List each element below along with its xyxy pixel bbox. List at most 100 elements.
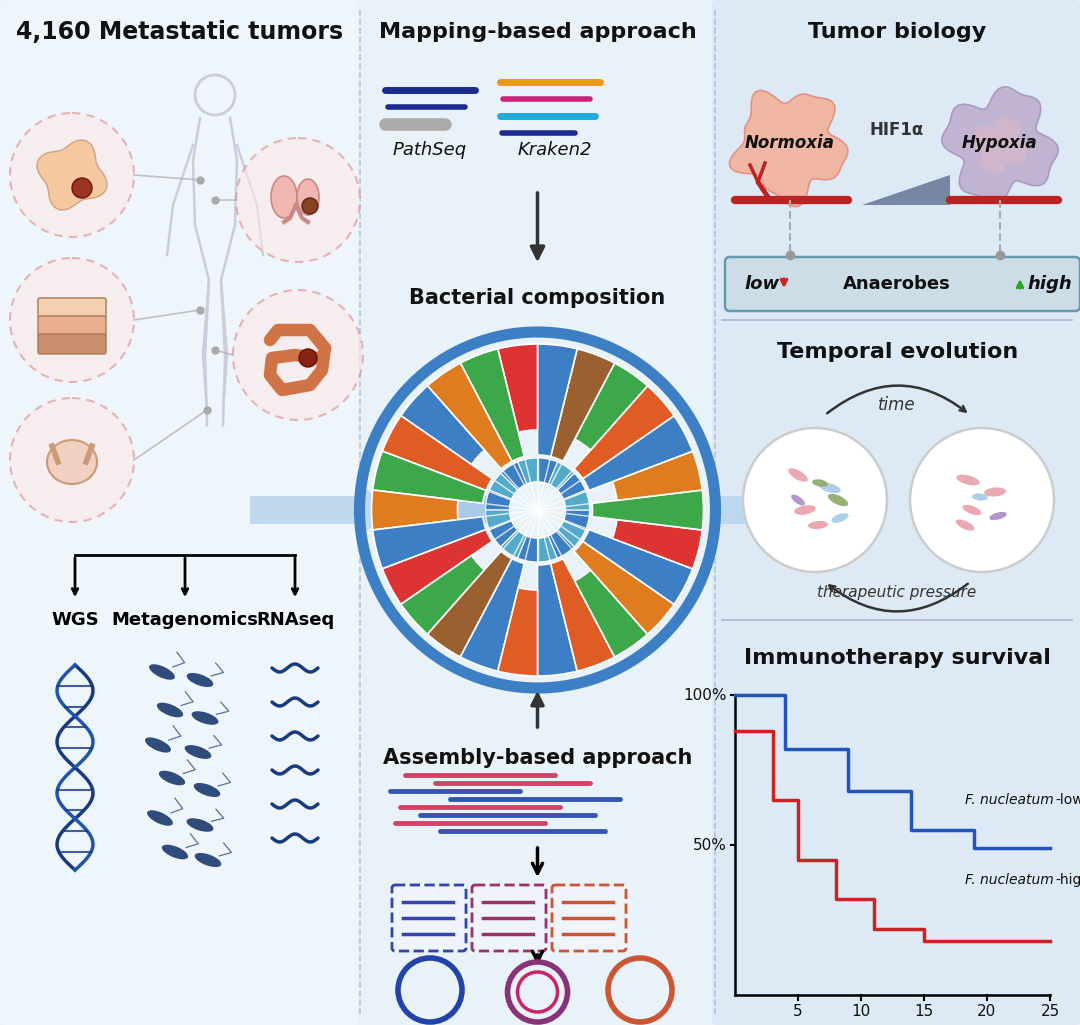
Ellipse shape: [271, 176, 297, 218]
Circle shape: [510, 482, 566, 538]
Wedge shape: [401, 556, 485, 634]
Wedge shape: [501, 462, 527, 490]
Ellipse shape: [956, 520, 974, 531]
Text: Immunotherapy survival: Immunotherapy survival: [744, 648, 1051, 668]
Ellipse shape: [193, 783, 220, 797]
Circle shape: [10, 258, 134, 382]
Circle shape: [237, 138, 360, 262]
Text: HIF1α: HIF1α: [869, 121, 924, 139]
Text: low: low: [744, 275, 780, 293]
Wedge shape: [551, 348, 615, 461]
Text: -high: -high: [1055, 873, 1080, 887]
Text: 25: 25: [1040, 1003, 1059, 1019]
Wedge shape: [486, 510, 512, 530]
FancyArrow shape: [720, 488, 885, 533]
Text: F. nucleatum: F. nucleatum: [966, 793, 1054, 807]
Wedge shape: [612, 451, 702, 500]
Ellipse shape: [147, 811, 173, 826]
Text: Hypoxia: Hypoxia: [962, 134, 1038, 152]
Wedge shape: [460, 348, 524, 461]
Wedge shape: [501, 530, 527, 558]
Wedge shape: [557, 474, 585, 499]
Ellipse shape: [792, 495, 805, 505]
Polygon shape: [37, 140, 107, 210]
Wedge shape: [489, 474, 517, 499]
Circle shape: [743, 428, 887, 572]
Wedge shape: [382, 416, 492, 491]
Ellipse shape: [194, 853, 221, 867]
Wedge shape: [538, 458, 557, 484]
FancyBboxPatch shape: [725, 257, 1080, 311]
FancyBboxPatch shape: [0, 0, 360, 1025]
Wedge shape: [592, 490, 703, 530]
Text: Normoxia: Normoxia: [745, 134, 835, 152]
Text: Assembly-based approach: Assembly-based approach: [382, 748, 692, 768]
Polygon shape: [942, 87, 1058, 203]
Circle shape: [72, 178, 92, 198]
Ellipse shape: [162, 845, 188, 859]
FancyBboxPatch shape: [712, 0, 1080, 1025]
Text: Kraken2: Kraken2: [517, 141, 592, 159]
Wedge shape: [573, 385, 674, 479]
Wedge shape: [575, 363, 648, 450]
Text: 20: 20: [977, 1003, 997, 1019]
Ellipse shape: [185, 745, 212, 758]
FancyBboxPatch shape: [392, 885, 465, 951]
Ellipse shape: [788, 468, 808, 482]
Wedge shape: [486, 490, 512, 510]
FancyArrow shape: [249, 488, 390, 533]
Wedge shape: [517, 536, 538, 562]
Ellipse shape: [828, 494, 848, 506]
Wedge shape: [382, 530, 492, 605]
Text: 5: 5: [793, 1003, 802, 1019]
Ellipse shape: [794, 505, 815, 515]
Wedge shape: [498, 344, 538, 433]
Wedge shape: [538, 564, 577, 676]
Wedge shape: [372, 490, 458, 530]
FancyBboxPatch shape: [38, 298, 106, 318]
Ellipse shape: [957, 475, 980, 486]
Text: PathSeq: PathSeq: [393, 141, 467, 159]
Polygon shape: [729, 90, 848, 207]
Wedge shape: [612, 520, 702, 569]
Ellipse shape: [159, 771, 185, 785]
Wedge shape: [549, 462, 575, 490]
Text: F. nucleatum: F. nucleatum: [966, 873, 1054, 887]
Wedge shape: [564, 510, 590, 530]
Wedge shape: [583, 530, 692, 605]
Text: 100%: 100%: [684, 688, 727, 702]
FancyBboxPatch shape: [552, 885, 626, 951]
Circle shape: [233, 290, 363, 420]
Ellipse shape: [832, 514, 849, 523]
Ellipse shape: [191, 711, 218, 725]
Wedge shape: [401, 385, 485, 464]
Ellipse shape: [157, 703, 184, 718]
Wedge shape: [575, 570, 648, 657]
Wedge shape: [428, 551, 512, 657]
Ellipse shape: [989, 511, 1007, 520]
Ellipse shape: [187, 818, 214, 832]
FancyBboxPatch shape: [472, 885, 546, 951]
Text: Tumor biology: Tumor biology: [808, 22, 987, 42]
FancyBboxPatch shape: [38, 334, 106, 354]
Ellipse shape: [820, 483, 840, 493]
Text: 50%: 50%: [693, 837, 727, 853]
Circle shape: [302, 198, 318, 214]
Ellipse shape: [984, 488, 1005, 496]
Text: therapeutic pressure: therapeutic pressure: [818, 584, 976, 600]
Polygon shape: [971, 116, 1029, 174]
Circle shape: [10, 398, 134, 522]
Wedge shape: [549, 530, 575, 558]
Wedge shape: [551, 559, 615, 671]
Ellipse shape: [187, 673, 213, 687]
Wedge shape: [517, 458, 538, 484]
Wedge shape: [373, 517, 486, 569]
Text: 15: 15: [915, 1003, 933, 1019]
Wedge shape: [538, 536, 557, 562]
Circle shape: [299, 348, 318, 367]
Wedge shape: [564, 490, 590, 510]
Text: Bacterial composition: Bacterial composition: [409, 288, 665, 308]
Ellipse shape: [149, 664, 175, 680]
Text: Mapping-based approach: Mapping-based approach: [379, 22, 697, 42]
FancyBboxPatch shape: [38, 316, 106, 336]
